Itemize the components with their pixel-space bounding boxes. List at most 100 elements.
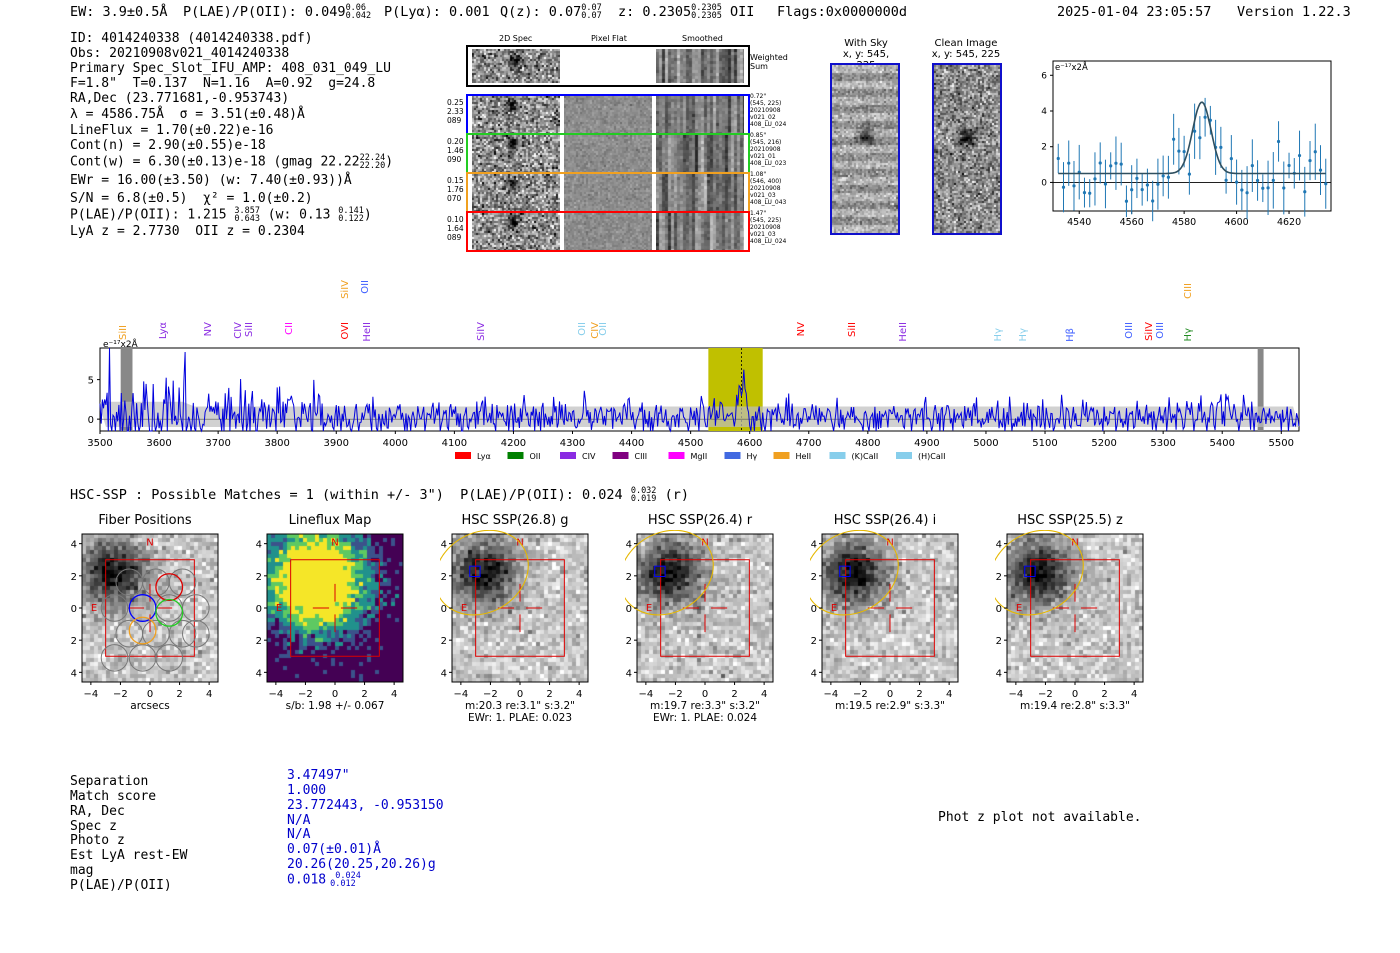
spectrum-legend-item: (K)CaII <box>829 452 878 461</box>
zoom-data-point <box>1250 164 1254 168</box>
with-sky-label: With Sky <box>844 38 888 49</box>
cutout-ytick-label: 0 <box>996 604 1002 615</box>
cutout-title: HSC SSP(26.4) i <box>833 513 937 528</box>
cutout-canvas <box>822 534 958 682</box>
header-q-lo: 0.07 <box>581 11 602 21</box>
zoom-ytick-label: 2 <box>1041 143 1047 153</box>
fiber-row-pixel-flat <box>564 174 652 211</box>
counterpart-box <box>654 565 666 578</box>
zoom-data-point <box>1093 177 1097 181</box>
match-plae-lo: 0.012 <box>330 879 356 889</box>
match-label: Est LyA rest-EW <box>70 848 188 863</box>
match-plae-hi: 0.024 <box>335 871 361 881</box>
cutout-title: Fiber Positions <box>98 513 192 528</box>
info-plae-lo: 0.643 <box>234 214 260 224</box>
cutout-panel: N E 4 2 0 −2 −4 −4 −2 0 2 4 arcsecs <box>62 530 230 730</box>
header-z: z: 0.23050.2305 0.2305 OII <box>618 3 754 21</box>
weighted-smoothed <box>656 49 744 83</box>
compass-east: E <box>1016 603 1022 614</box>
fiber-row-pixel-flat <box>564 135 652 172</box>
masked-region-right <box>1257 348 1264 431</box>
fiber-row-right-label: 1.47" (545, 225) 20210908 v021_03 408_LU… <box>750 210 787 245</box>
match-value: N/A <box>287 813 310 828</box>
info-lineflux: LineFlux = 1.70(±0.22)e-16 <box>70 123 274 138</box>
zoom-data-point <box>1056 156 1060 161</box>
aperture-box <box>475 559 565 657</box>
cutout-ytick-label: 0 <box>626 604 632 615</box>
cutout-xtick-label: 2 <box>176 689 182 700</box>
info-plae-w-hi: 0.141 <box>338 206 364 216</box>
spectrum-xtick-label: 3800 <box>264 438 289 449</box>
fiber-row-right-label: 0.72" (545, 225) 20210908 v021_02 408_LU… <box>750 93 787 128</box>
zoom-ytick-label: 4 <box>1041 107 1047 117</box>
reference-line-label: SiIV <box>340 280 351 299</box>
match-value: 0.07(±0.01)Å <box>287 842 381 857</box>
zoom-xtick-label: 4540 <box>1067 217 1091 228</box>
zoom-data-point <box>1182 149 1186 154</box>
zoom-data-point <box>1061 185 1066 189</box>
cutout-image <box>822 534 958 682</box>
header-plya: P(Lyα): 0.001 <box>384 4 490 20</box>
spectrum-xtick-label: 4100 <box>442 438 467 449</box>
compass-east: E <box>276 603 282 614</box>
info-contw-hi: 22.24 <box>359 153 386 163</box>
match-value-text: 0.018 <box>287 872 327 888</box>
zoom-data-point <box>1229 157 1233 161</box>
spectrum-flux-line <box>99 347 1300 433</box>
spectrum-xtick-label: 4200 <box>501 438 526 449</box>
zoom-data-point <box>1140 188 1144 192</box>
header-z-hi: 0.2305 <box>691 3 722 13</box>
spectrum-xtick-label: 3600 <box>146 438 171 449</box>
fiber-row <box>466 172 750 213</box>
header-ew: EW: 3.9±0.5Å <box>70 4 168 20</box>
cutout-xtick-label: 2 <box>361 689 367 700</box>
cutout-ytick-label: −2 <box>625 636 632 647</box>
match-value-text: N/A <box>287 813 311 828</box>
zoom-data-point <box>1124 199 1129 203</box>
legend-swatch <box>668 452 685 459</box>
info-plae-frac: 3.857 0.643 <box>234 206 260 224</box>
zoom-fit-curve <box>1058 101 1326 175</box>
fiber-row <box>466 211 750 252</box>
match-label: Photo z <box>70 833 125 848</box>
legend-swatch <box>560 452 576 459</box>
spectrum-ytick-label: 0 <box>88 415 94 426</box>
with-sky-image <box>830 63 900 235</box>
spectrum-xtick-label: 4400 <box>619 438 644 449</box>
cutout-xtick-label: 0 <box>887 689 893 700</box>
match-value: 0.018 0.024 0.012 <box>287 871 361 889</box>
info-plae-hi: 3.857 <box>234 206 260 216</box>
cutout-xtick-label: 0 <box>517 689 523 700</box>
full-spectrum-plot: 5 0 3500 3600 3700 3800 3900 4000 4100 4200 4300 44… <box>87 338 1300 461</box>
cutout-ytick-label: 4 <box>256 540 262 551</box>
cutout-caption: m:19.7 re:3.3" s:3.2" <box>650 700 760 712</box>
legend-swatch <box>455 452 471 459</box>
spectrum-xtick-label: 5400 <box>1209 438 1234 449</box>
photz-message: Phot z plot not available. <box>938 810 1142 825</box>
header-flags: Flags:0x0000000d <box>777 4 908 20</box>
cutout-xtick-label: 4 <box>576 689 582 700</box>
cutout-canvas <box>267 534 403 682</box>
aperture-box <box>845 559 935 657</box>
zoom-data-point <box>1324 182 1328 186</box>
compass-east: E <box>461 603 467 614</box>
zoom-data-point <box>1156 182 1160 186</box>
zoom-data-point <box>1271 178 1275 182</box>
cutout-xtick-label: −2 <box>853 689 868 700</box>
legend-swatch <box>724 452 741 459</box>
zoom-xtick-label: 4620 <box>1277 217 1301 228</box>
hsc-title: HSC-SSP : Possible Matches = 1 (within +… <box>70 487 689 504</box>
spectrum-legend-item: Lyα <box>455 452 491 461</box>
match-value: 23.772443, -0.953150 <box>287 798 444 813</box>
cutout-ytick-label: 4 <box>441 540 447 551</box>
cutout-ytick-label: 2 <box>626 572 632 583</box>
match-value: 1.000 <box>287 783 326 798</box>
match-value-text: 1.000 <box>287 783 327 798</box>
spectrum-xtick-label: 3700 <box>205 438 230 449</box>
zoom-data-point <box>1082 190 1087 195</box>
zoom-data-point <box>1098 161 1102 165</box>
hsc-plae-frac: 0.032 0.019 <box>631 487 657 504</box>
header-plae-lo: 0.042 <box>345 11 372 21</box>
fiber-row-2d-spec <box>472 135 560 172</box>
zoom-xtick-label: 4580 <box>1172 217 1196 228</box>
